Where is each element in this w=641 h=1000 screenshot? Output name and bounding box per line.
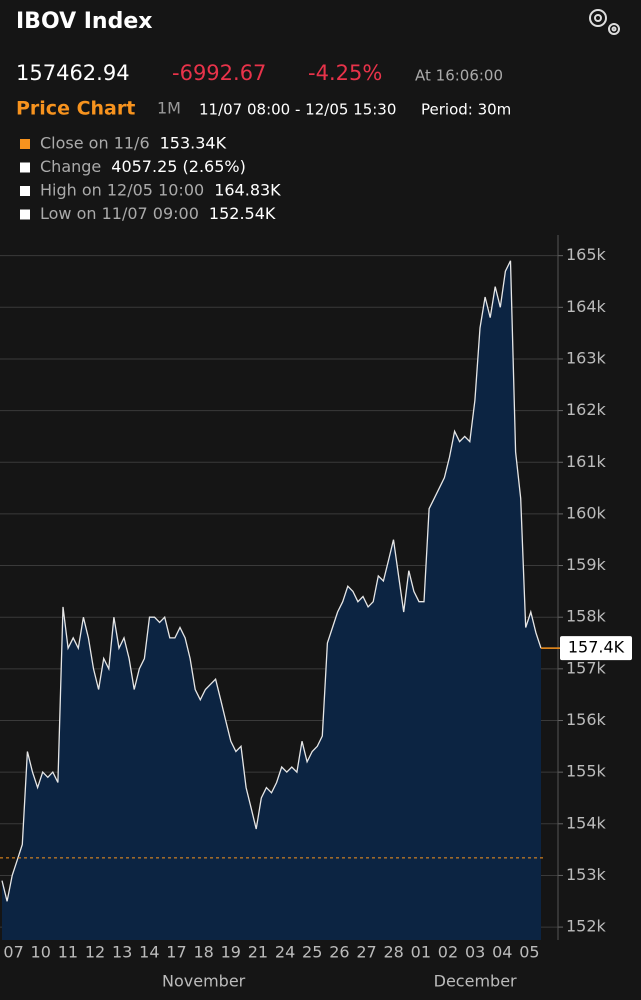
month-label: December (434, 972, 517, 991)
x-tick-label: 25 (302, 943, 322, 962)
x-tick-label: 26 (329, 943, 349, 962)
y-tick-label: 161k (566, 452, 607, 471)
time: At 16:06:00 (415, 67, 503, 85)
summary-swatch (20, 162, 30, 173)
x-tick-label: 17 (166, 943, 186, 962)
y-tick-label: 158k (566, 607, 607, 626)
y-tick-label: 159k (566, 555, 607, 574)
x-tick-label: 03 (465, 943, 485, 962)
summary-label: Low on 11/07 09:00 (40, 204, 199, 223)
y-tick-label: 155k (566, 762, 607, 781)
summary-label: Close on 11/6 (40, 134, 150, 153)
title: IBOV Index (16, 9, 152, 34)
settings-icon[interactable] (589, 9, 620, 35)
summary: Close on 11/6 153.34K Change 4057.25 (2.65%… (20, 134, 281, 223)
y-tick-label: 157k (566, 658, 607, 677)
range[interactable]: 1M (157, 99, 181, 118)
summary-label: Change (40, 157, 101, 176)
x-tick-label: 05 (519, 943, 539, 962)
x-tick-label: 01 (411, 943, 431, 962)
x-tick-label: 19 (221, 943, 241, 962)
price: 157462.94 (16, 61, 130, 85)
x-tick-label: 10 (31, 943, 51, 962)
y-tick-label: 165k (566, 245, 607, 264)
summary-swatch (20, 139, 30, 149)
x-tick-label: 21 (248, 943, 268, 962)
x-tick-label: 13 (112, 943, 132, 962)
y-tick-label: 153k (566, 865, 607, 884)
line (1, 260, 542, 902)
y-tick-label: 156k (566, 710, 607, 729)
summary-label: High on 12/05 10:00 (40, 181, 204, 200)
x-tick-label: 12 (85, 943, 105, 962)
change: -6992.67 (172, 61, 266, 85)
y-tick-label: 162k (566, 400, 607, 419)
last-price-label: 157.4K (568, 638, 625, 657)
summary-swatch (20, 186, 30, 196)
area (2, 260, 541, 940)
y-tick-label: 154k (566, 813, 607, 832)
interval[interactable]: Period: 30m (421, 101, 511, 119)
y-tick-label: 163k (566, 348, 607, 367)
last-price-box (560, 636, 632, 661)
summary-value: 153.34K (160, 134, 227, 153)
x-tick-label: 02 (438, 943, 458, 962)
period-span: 11/07 08:00 - 12/05 15:30 (199, 101, 396, 119)
x-tick-label: 11 (58, 943, 78, 962)
x-tick-label: 28 (383, 943, 403, 962)
chart: 152k 153k 154k 155k 156k 157k 158k 159k 160k 161k… (0, 235, 632, 991)
x-tick-label: 07 (3, 943, 23, 962)
summary-value: 4057.25 (2.65%) (111, 157, 246, 176)
x-tick-label: 14 (139, 943, 159, 962)
section-title: Price Chart (16, 98, 135, 120)
y-tick-label: 152k (566, 917, 607, 936)
summary-value: 164.83K (214, 181, 281, 200)
summary-swatch (20, 209, 30, 220)
x-tick-label: 27 (356, 943, 376, 962)
x-tick-label: 24 (275, 943, 295, 962)
x-tick-label: 04 (492, 943, 512, 962)
y-tick-label: 160k (566, 503, 607, 522)
y-tick-label: 164k (566, 297, 607, 316)
change-pct: -4.25% (308, 61, 382, 85)
month-label: November (162, 972, 246, 991)
summary-value: 152.54K (209, 204, 276, 223)
x-tick-label: 18 (193, 943, 213, 962)
